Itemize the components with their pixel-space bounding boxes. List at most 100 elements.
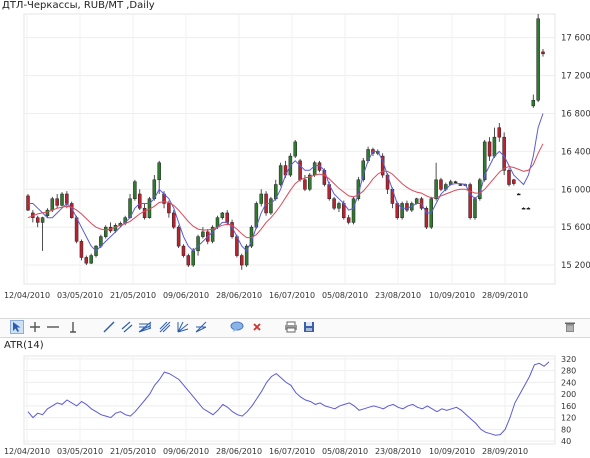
price-tick-label: 15 200 [561,261,590,271]
date-tick-label: 10/09/2010 [429,291,475,300]
pitchfork-icon[interactable] [158,320,172,334]
atr-title: ATR(14) [4,340,44,351]
date-tick-label: 16/07/2010 [269,291,315,300]
text-bubble-icon[interactable] [230,320,244,334]
candle-body [45,209,50,217]
date-tick-label: 12/04/2010 [4,291,50,300]
candle-body [536,18,540,101]
candle-body [181,245,186,256]
cursor-icon[interactable] [10,320,24,334]
candle-body [516,193,521,196]
price-tick-label: 15 600 [561,223,590,233]
candle-body [210,226,215,242]
candle-body [303,179,307,190]
candle-body [507,170,511,185]
candle-body [196,236,200,252]
atr-grid [24,356,555,444]
trash-icon[interactable] [563,320,577,334]
price-tick-label: 16 800 [561,109,590,119]
price-tick-label: 16 400 [561,147,590,157]
candle-body [337,203,341,209]
date-axis-labels: 12/04/2010 03/05/2010 21/05/2010 09/06/2010… [4,291,528,300]
fast-ma-line [28,113,544,252]
atr-date-label: 23/08/2010 [375,447,421,456]
atr-tick-label: 240 [561,378,576,387]
candle-body [308,174,312,190]
candle-body [220,212,225,218]
candle-body [74,217,79,242]
price-axis-labels: 15 200 15 600 16 000 16 400 16 800 17 200 17 6… [561,34,590,271]
drawing-toolbar [0,318,590,338]
atr-tick-label: 80 [561,425,571,434]
candle-body [269,198,273,214]
candle-body [142,207,147,218]
save-icon[interactable] [302,320,316,334]
fibonacci-fan-icon[interactable] [138,320,152,334]
atr-date-labels: 12/04/2010 03/05/2010 21/05/2010 09/06/2010… [4,447,528,456]
atr-tick-label: 320 [561,355,576,364]
candle-body [458,184,463,186]
candle-body [424,207,429,228]
candle-body [50,198,55,211]
candle-body [201,231,205,237]
price-plot-area [23,13,556,285]
trend-line-icon[interactable] [102,320,116,334]
atr-tick-label: 200 [561,390,576,399]
atr-plot-area [23,355,556,445]
price-tick-label: 17 600 [561,34,590,44]
candle-body [346,217,351,223]
atr-date-label: 16/07/2010 [269,447,315,456]
candle-body [225,212,229,223]
candle-body [497,127,502,138]
candle-body [512,179,516,184]
candle-body [468,184,472,218]
atr-series-line [27,361,550,436]
candle-body [492,136,497,157]
slow-ma-line [27,143,544,239]
chart-title: ДТЛ-Черкассы, RUB/MT ,Daily [2,0,155,11]
candle-body [400,203,404,218]
candle-body [137,193,142,209]
price-tick-label: 17 200 [561,72,590,82]
gann-fan-icon[interactable] [176,320,190,334]
date-tick-label: 09/06/2010 [163,291,209,300]
candle-body [278,165,283,185]
candle-body [60,193,64,206]
atr-date-label: 10/09/2010 [429,447,475,456]
candle-body [332,198,336,209]
candle-body [487,141,492,157]
delete-drawings-icon[interactable] [250,320,264,334]
atr-date-label: 09/06/2010 [163,447,209,456]
candle-body [434,179,438,199]
candle-body [55,198,59,206]
price-chart[interactable]: 15 200 15 600 16 000 16 400 16 800 17 200 17 6… [0,0,590,318]
price-tick-label: 16 000 [561,185,590,195]
moving-averages [27,113,544,252]
atr-date-label: 28/06/2010 [216,447,262,456]
price-grid [24,14,555,284]
atr-chart[interactable]: 40 80 120 160 200 240 280 320 12/04/2010 03/05/2… [0,336,590,458]
atr-tick-label: 120 [561,414,576,423]
date-tick-label: 28/09/2010 [482,291,528,300]
horizontal-line-icon[interactable] [46,320,60,334]
print-icon[interactable] [284,320,298,334]
date-tick-label: 05/08/2010 [322,291,368,300]
candle-body [79,241,84,258]
candle-body [526,207,531,210]
candle-body [40,217,45,223]
candle-body [414,198,419,204]
vertical-line-icon[interactable] [66,320,80,334]
date-tick-label: 03/05/2010 [57,291,103,300]
gann-grid-icon[interactable] [194,320,208,334]
candle-body [293,141,297,157]
crosshair-icon[interactable] [28,320,42,334]
candle-body [259,193,263,204]
atr-date-label: 05/08/2010 [322,447,368,456]
atr-line [27,361,550,436]
channel-icon[interactable] [120,320,134,334]
candle-body [240,255,244,266]
candle-body [531,99,536,107]
candle-body [133,181,137,199]
candle-body [298,160,302,181]
candle-body [521,207,526,210]
